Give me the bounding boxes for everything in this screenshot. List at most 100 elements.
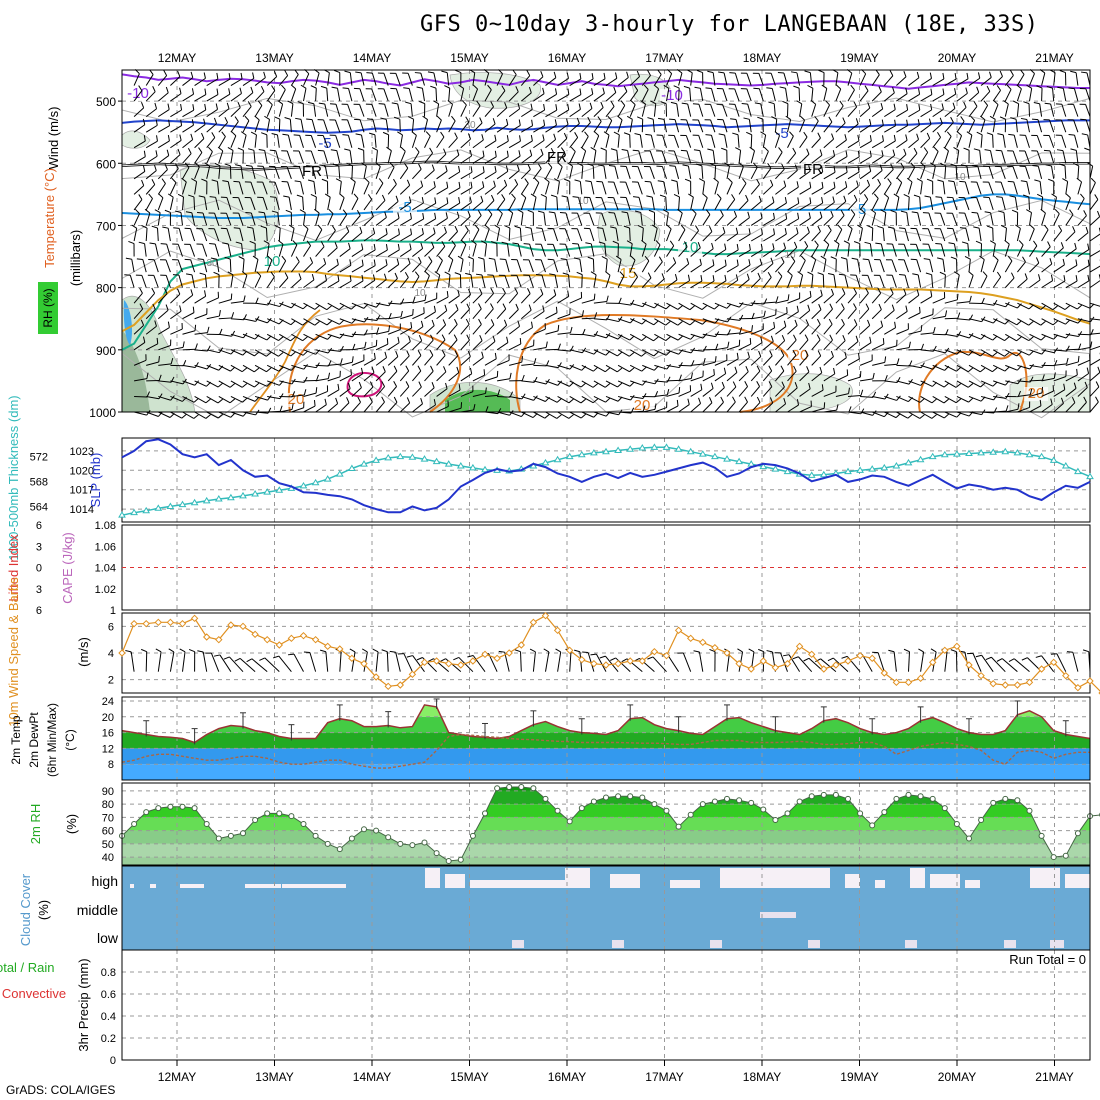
wind-barb-flag bbox=[835, 84, 842, 90]
wind-barb-flag bbox=[1005, 405, 1009, 412]
wind-barb-flag bbox=[983, 100, 989, 106]
wind-barb bbox=[400, 327, 412, 335]
wind-barb bbox=[383, 73, 389, 86]
wind-barb bbox=[363, 372, 375, 382]
wind-barb-flag bbox=[556, 397, 562, 403]
wind-barb bbox=[1065, 361, 1079, 366]
wind-barb bbox=[206, 151, 213, 164]
wind-barb-flag bbox=[427, 658, 434, 662]
wind-barb-flag bbox=[342, 87, 349, 90]
wind-barb bbox=[569, 78, 582, 86]
wind-barb-flag bbox=[804, 70, 811, 74]
wind-barb-flag bbox=[158, 393, 163, 400]
wind-barb bbox=[587, 652, 595, 672]
wind-barb-flag bbox=[793, 365, 797, 372]
wind-barb bbox=[625, 166, 631, 179]
rh-point bbox=[1062, 852, 1069, 859]
wind-barb bbox=[835, 340, 846, 351]
wind-barb-flag bbox=[1026, 84, 1032, 89]
wind-barb-flag bbox=[818, 69, 825, 74]
wind-barb bbox=[714, 181, 719, 195]
wind-barb-flag bbox=[919, 398, 925, 403]
wind-barb bbox=[642, 364, 655, 371]
wind10-point bbox=[287, 634, 296, 643]
wind-barb-flag bbox=[873, 193, 879, 199]
wind-barb bbox=[702, 264, 715, 273]
wind-barb bbox=[424, 233, 436, 242]
rh-point bbox=[264, 810, 271, 817]
wind-barb-flag bbox=[194, 362, 199, 368]
wind-barb bbox=[242, 395, 256, 402]
wind-barb-flag bbox=[521, 393, 526, 400]
wind-barb-flag bbox=[977, 72, 981, 79]
wind-barb bbox=[714, 302, 728, 309]
wind-barb bbox=[508, 170, 520, 180]
wind-barb bbox=[472, 308, 482, 320]
wind-barb-flag bbox=[819, 149, 823, 156]
wind-barb bbox=[738, 264, 751, 273]
wind-barb-flag bbox=[853, 287, 857, 294]
wind-barb bbox=[920, 651, 925, 672]
wind-barb-flag bbox=[669, 165, 676, 167]
wind-barb-flag bbox=[514, 225, 521, 229]
wind-barb bbox=[903, 244, 909, 257]
wind-barb bbox=[363, 249, 376, 257]
wind-barb-flag bbox=[311, 273, 315, 281]
wind-barb-flag bbox=[1052, 320, 1058, 326]
wind-barb bbox=[811, 295, 823, 304]
wind-barb bbox=[1017, 364, 1031, 370]
wind-barb bbox=[508, 74, 517, 86]
wind-barb bbox=[371, 72, 377, 86]
thickness-point bbox=[819, 470, 828, 478]
wind-barb bbox=[375, 200, 386, 211]
wind-barb bbox=[448, 355, 458, 366]
wind-barb-flag bbox=[850, 84, 855, 91]
wind-barb bbox=[811, 389, 824, 397]
wind-barb bbox=[775, 386, 785, 397]
wind-barb-flag bbox=[346, 397, 350, 403]
wind-barb bbox=[533, 364, 547, 367]
wind-barb bbox=[399, 277, 409, 288]
wind10-point bbox=[578, 655, 586, 664]
wind-barb bbox=[1077, 198, 1085, 211]
wind-barb bbox=[799, 103, 803, 117]
wind-barb bbox=[690, 247, 701, 257]
wind-barb-flag bbox=[217, 382, 224, 388]
thickness-point bbox=[1001, 447, 1010, 455]
wind-barb bbox=[508, 108, 520, 118]
rh-point bbox=[530, 785, 537, 792]
wind-barb-flag bbox=[884, 393, 889, 400]
wind-barb bbox=[371, 104, 377, 117]
wind-barb-flag bbox=[825, 100, 830, 106]
wind-barb bbox=[460, 104, 467, 117]
wind-barb-flag bbox=[869, 336, 872, 343]
wind-barb bbox=[652, 119, 655, 133]
wind-barb bbox=[593, 93, 605, 102]
wind10-point bbox=[251, 630, 259, 639]
wind-barb-flag bbox=[324, 193, 331, 198]
wind-barb-flag bbox=[446, 290, 449, 298]
wind-barb bbox=[604, 243, 607, 257]
wind-barb-flag bbox=[702, 319, 708, 325]
rh-point bbox=[1074, 830, 1081, 837]
wind-barb bbox=[1017, 406, 1030, 413]
wind-barb bbox=[315, 246, 325, 257]
wind-barb bbox=[964, 181, 970, 195]
wind-barb bbox=[811, 231, 821, 242]
wind-barb-flag bbox=[285, 209, 292, 213]
wind-barb bbox=[811, 120, 819, 133]
wind-barb bbox=[133, 308, 144, 320]
wind-barb bbox=[917, 212, 922, 226]
wind-barb bbox=[690, 363, 704, 366]
wind-barb-flag bbox=[585, 242, 592, 245]
wind-barb bbox=[424, 355, 434, 366]
wind-barb-flag bbox=[563, 132, 568, 139]
wind-barb bbox=[520, 92, 532, 102]
wind10-point bbox=[638, 657, 647, 665]
wind-barb bbox=[932, 380, 945, 388]
wind-barb bbox=[403, 653, 413, 672]
wind-barb bbox=[823, 88, 828, 102]
contour-label-bg bbox=[300, 165, 324, 179]
wind-barb-flag bbox=[820, 255, 827, 260]
wind-barb-flag bbox=[167, 134, 170, 142]
